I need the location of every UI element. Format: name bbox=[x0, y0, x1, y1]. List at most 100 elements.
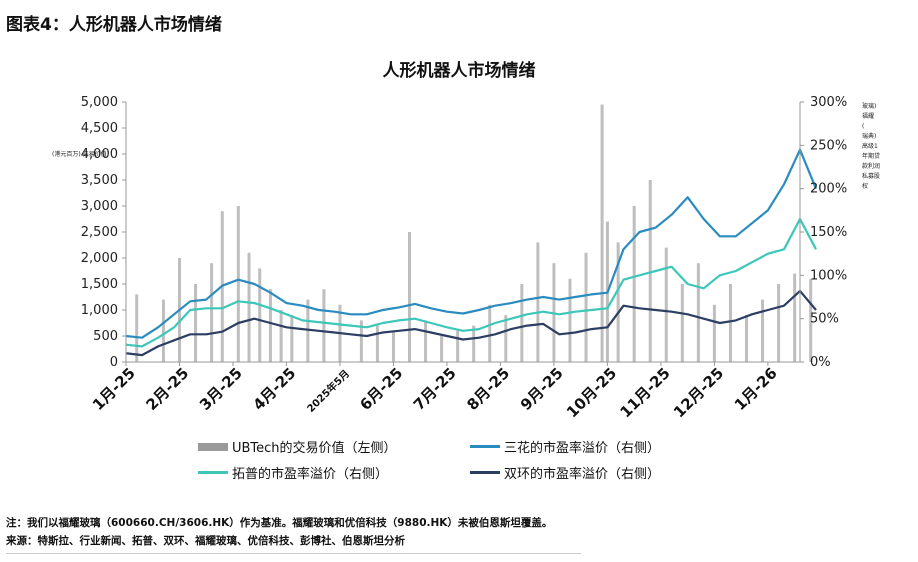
chart-title: 人形机器人市场情绪 bbox=[382, 61, 536, 81]
bar bbox=[520, 284, 524, 362]
legend-item-bar: UBTech的交易价值（左侧） bbox=[198, 437, 397, 456]
source-line: 来源：特斯拉、行业新闻、拓普、双环、福耀玻璃、优倍科技、彭博社、伯恩斯坦分析 bbox=[6, 535, 405, 547]
bar bbox=[632, 206, 636, 362]
x-tick-label: 8月-25 bbox=[463, 364, 513, 414]
bar bbox=[408, 232, 412, 362]
y-right-axis-note-line: 高级1 bbox=[862, 142, 878, 150]
legend-label-tuopu: 拓普的市盈率溢价（右侧） bbox=[232, 467, 389, 482]
y-left-tick-label: 4,500 bbox=[81, 121, 118, 136]
y-right-tick-label: 50% bbox=[810, 312, 839, 327]
y-right-axis-note-line: 年期贷 bbox=[862, 152, 880, 160]
bar bbox=[440, 336, 444, 362]
bar bbox=[472, 325, 476, 362]
bar bbox=[194, 284, 198, 362]
bar bbox=[456, 330, 460, 362]
bar bbox=[391, 330, 395, 362]
y-left-tick-label: 1,000 bbox=[81, 303, 118, 318]
legend-swatch-shuanghuan bbox=[470, 471, 500, 474]
bar bbox=[696, 263, 700, 362]
y-left-tick-label: 500 bbox=[93, 329, 118, 344]
y-left-tick-label: 4,000 bbox=[81, 147, 118, 162]
x-tick-label: 1月-25 bbox=[89, 364, 139, 414]
bar bbox=[680, 284, 684, 362]
y-right-axis-note-line: 福耀 bbox=[862, 112, 874, 120]
bar bbox=[247, 252, 251, 362]
bar bbox=[728, 284, 732, 362]
y-right-axis-note-line: 瑞典) bbox=[862, 132, 876, 140]
notes: 注：我们以福耀玻璃（600660.CH/3606.HK）作为基准。福耀玻璃和优倍… bbox=[6, 514, 552, 550]
y-right-axis-note-line: 私募股 bbox=[862, 172, 880, 180]
bar bbox=[488, 304, 492, 362]
x-tick-label: 4月-25 bbox=[249, 364, 299, 414]
divider bbox=[6, 553, 581, 554]
legend-label-sanhua: 三花的市盈率溢价（右侧） bbox=[504, 441, 661, 456]
y-left-tick-label: 2,500 bbox=[81, 225, 118, 240]
y-right-axis-note-line: 款利润 bbox=[862, 162, 880, 170]
y-right-tick-label: 100% bbox=[810, 268, 847, 283]
y-right-tick-label: 200% bbox=[810, 182, 847, 197]
bar bbox=[584, 252, 588, 362]
y-left-axis-note: (港元百万) 交易价值 bbox=[52, 150, 107, 158]
bar bbox=[809, 278, 813, 362]
series-line bbox=[125, 148, 818, 339]
y-right-axis-note-line: 权 bbox=[862, 182, 868, 190]
y-right-axis-note-line: ( bbox=[862, 123, 864, 130]
bar bbox=[290, 315, 294, 362]
bar bbox=[161, 299, 165, 362]
legend-swatch-sanhua bbox=[470, 445, 500, 448]
bar bbox=[761, 299, 765, 362]
x-tick-label: 3月-25 bbox=[196, 364, 246, 414]
y-left-tick-label: 5,000 bbox=[81, 95, 118, 110]
bar bbox=[210, 263, 214, 362]
bar bbox=[258, 268, 262, 362]
x-tick-label: 9月-25 bbox=[517, 364, 567, 414]
bar bbox=[745, 315, 749, 362]
bar bbox=[375, 325, 379, 362]
x-tick-label: 1月-26 bbox=[731, 364, 781, 414]
legend-label-bar: UBTech的交易价值（左侧） bbox=[232, 441, 397, 456]
bar bbox=[424, 320, 428, 362]
bar bbox=[793, 273, 797, 362]
x-tick-label: 7月-25 bbox=[410, 364, 460, 414]
bar bbox=[504, 315, 508, 362]
bar bbox=[279, 310, 283, 362]
x-tick-label: 2025年5月 bbox=[304, 367, 352, 415]
legend-item-shuanghuan: 双环的市盈率溢价（右侧） bbox=[470, 463, 660, 482]
bar bbox=[322, 289, 326, 362]
legend-swatch-tuopu bbox=[198, 471, 228, 474]
note-line: 注：我们以福耀玻璃（600660.CH/3606.HK）作为基准。福耀玻璃和优倍… bbox=[6, 517, 553, 529]
y-right-tick-label: 0% bbox=[810, 355, 831, 370]
y-left-tick-label: 1,500 bbox=[81, 277, 118, 292]
bar bbox=[777, 284, 781, 362]
bar bbox=[648, 180, 652, 362]
bar bbox=[135, 294, 139, 362]
y-right-tick-label: 250% bbox=[810, 138, 847, 153]
y-left-tick-label: 2,000 bbox=[81, 251, 118, 266]
x-tick-label: 6月-25 bbox=[356, 364, 406, 414]
y-left-tick-label: 3,500 bbox=[81, 173, 118, 188]
legend-item-sanhua: 三花的市盈率溢价（右侧） bbox=[470, 437, 660, 456]
bar bbox=[268, 289, 272, 362]
y-right-axis-note-line: 玻璃) bbox=[862, 102, 876, 110]
bar bbox=[306, 299, 310, 362]
legend-item-tuopu: 拓普的市盈率溢价（右侧） bbox=[198, 463, 388, 482]
figure-label: 图表4：人形机器人市场情绪 bbox=[6, 15, 222, 35]
bar bbox=[359, 320, 363, 362]
bar bbox=[664, 247, 668, 362]
y-left-tick-label: 0 bbox=[110, 355, 118, 370]
bar bbox=[600, 104, 604, 362]
x-tick-label: 10月-25 bbox=[563, 364, 620, 421]
series-line bbox=[125, 217, 817, 348]
bar bbox=[616, 242, 620, 362]
y-left-tick-label: 3,000 bbox=[81, 199, 118, 214]
series-line bbox=[125, 289, 817, 357]
x-tick-label: 2月-25 bbox=[142, 364, 192, 414]
y-right-tick-label: 300% bbox=[810, 95, 847, 110]
bar bbox=[536, 242, 540, 362]
bar bbox=[712, 304, 716, 362]
bar bbox=[568, 278, 572, 362]
y-right-tick-label: 150% bbox=[810, 225, 847, 240]
x-tick-label: 11月-25 bbox=[616, 364, 673, 421]
x-tick-label: 12月-25 bbox=[670, 364, 727, 421]
